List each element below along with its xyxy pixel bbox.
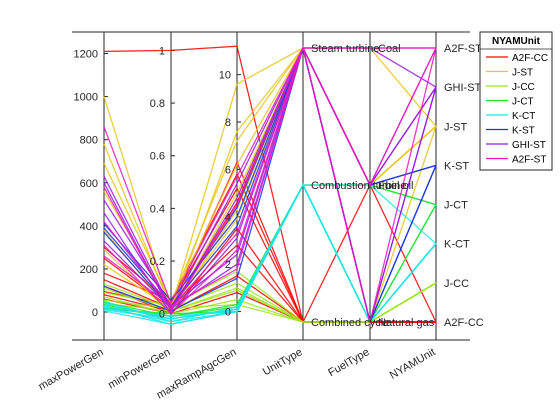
legend-title: NYAMUnit bbox=[492, 36, 541, 47]
category-label: Coal bbox=[378, 43, 401, 55]
tick-label: 1 bbox=[159, 45, 165, 57]
legend-entry: A2F-ST bbox=[512, 155, 546, 166]
axis-name-maxPowerGen: maxPowerGen bbox=[36, 346, 105, 393]
axis-name-FuelType: FuelType bbox=[326, 346, 371, 379]
series-line-J-ST bbox=[103, 47, 437, 311]
category-label: A2F-ST bbox=[444, 43, 482, 55]
tick-label: 0 bbox=[225, 307, 231, 319]
legend-entry: K-CT bbox=[512, 111, 535, 122]
tick-label: 8 bbox=[225, 117, 231, 129]
tick-label: 0 bbox=[159, 309, 165, 321]
tick-label: 0 bbox=[92, 307, 98, 319]
legend-entry: J-CT bbox=[512, 97, 534, 108]
tick-label: 0.4 bbox=[150, 203, 165, 215]
series-line-A2F-ST bbox=[103, 45, 437, 323]
tick-label: 4 bbox=[225, 212, 231, 224]
series-line-A2F-ST bbox=[103, 47, 436, 315]
legend-entry: J-ST bbox=[512, 68, 533, 79]
series-line-J-ST bbox=[103, 46, 437, 325]
legend-entry: GHI-ST bbox=[512, 140, 546, 151]
category-label: GHI-ST bbox=[444, 82, 482, 94]
tick-label: 6 bbox=[225, 164, 231, 176]
tick-label: 800 bbox=[80, 135, 98, 147]
tick-label: 0.8 bbox=[150, 98, 165, 110]
category-label: K-ST bbox=[444, 160, 469, 172]
category-label: Fuel oil bbox=[378, 180, 413, 192]
series-line-K-CT bbox=[103, 183, 437, 324]
legend: NYAMUnit A2F-CC J-ST J-CC J-CT K-CT K-ST GHI-ST… bbox=[479, 31, 553, 171]
polyline-layer bbox=[103, 45, 437, 325]
category-label: Natural gas bbox=[378, 317, 435, 329]
axis-name-UnitType: UnitType bbox=[261, 346, 305, 378]
category-label: J-ST bbox=[444, 121, 468, 133]
series-line-GHI-ST bbox=[103, 47, 437, 310]
legend-entry: A2F-CC bbox=[512, 53, 548, 64]
series-line-GHI-ST bbox=[103, 46, 437, 310]
category-label: J-CT bbox=[444, 200, 468, 212]
legend-entry: J-CC bbox=[512, 82, 535, 93]
series-line-J-CC bbox=[103, 282, 437, 323]
axis-name-minPowerGen: minPowerGen bbox=[106, 346, 172, 391]
category-label: Combined cycle bbox=[311, 317, 389, 329]
legend-entry: K-ST bbox=[512, 126, 535, 137]
tick-label: 400 bbox=[80, 221, 98, 233]
series-line-J-ST bbox=[103, 46, 437, 310]
category-label: A2F-CC bbox=[444, 317, 484, 329]
tick-label: 1000 bbox=[74, 92, 98, 104]
series-line-A2F-ST bbox=[103, 46, 437, 310]
tick-label: 1200 bbox=[74, 49, 98, 61]
category-label: J-CC bbox=[444, 278, 469, 290]
category-label: Steam turbine bbox=[311, 43, 379, 55]
tick-label: 600 bbox=[80, 178, 98, 190]
series-line-K-ST bbox=[103, 46, 437, 312]
tick-label: 0.2 bbox=[150, 256, 165, 268]
tick-label: 0.6 bbox=[150, 151, 165, 163]
category-label: Combustion turbine bbox=[311, 180, 406, 192]
axis-name-NYAMUnit: NYAMUnit bbox=[388, 346, 438, 382]
category-label: K-CT bbox=[444, 239, 470, 251]
tick-label: 2 bbox=[225, 259, 231, 271]
tick-label: 10 bbox=[219, 70, 231, 82]
tick-label: 200 bbox=[80, 264, 98, 276]
